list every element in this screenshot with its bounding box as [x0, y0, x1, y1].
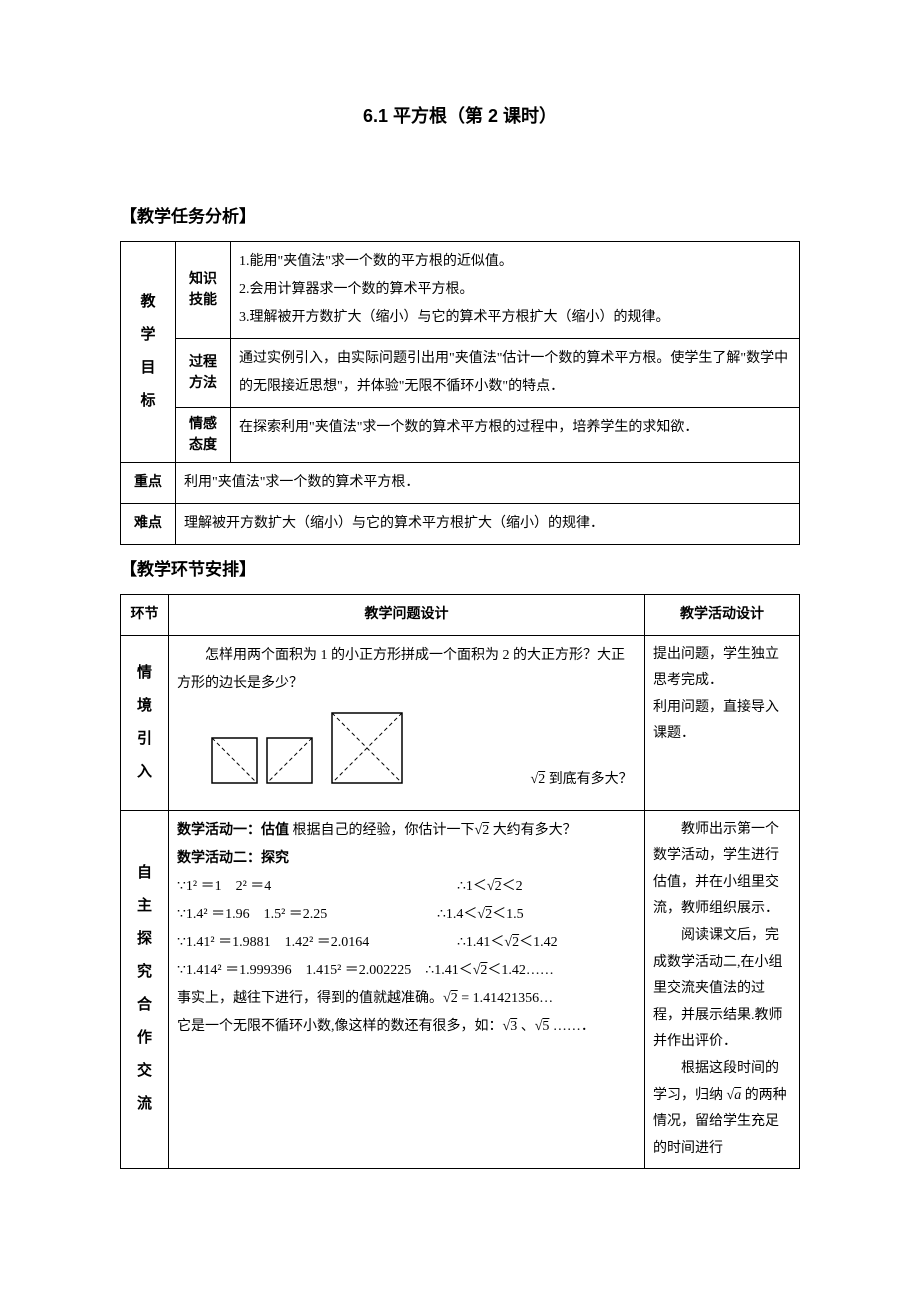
math-line-1: ∵1² ＝1 2² ＝4∴1＜√2＜2	[177, 873, 636, 901]
squares-diagram	[207, 708, 467, 788]
table-row: 重点 利用"夹值法"求一个数的算术平方根．	[121, 462, 800, 503]
page-title: 6.1 平方根（第 2 课时）	[120, 100, 800, 132]
table-row: 情感态度 在探索利用"夹值法"求一个数的算术平方根的过程中，培养学生的求知欲．	[121, 407, 800, 462]
intro-question-text: 怎样用两个面积为 1 的小正方形拼成一个面积为 2 的大正方形？大正方形的边长是…	[177, 642, 636, 698]
intro-activity-cell: 提出问题，学生独立思考完成．利用问题，直接导入课题．	[645, 635, 800, 810]
math-line-2: ∵1.4² ＝1.96 1.5² ＝2.25∴1.4＜√2＜1.5	[177, 901, 636, 929]
table-row: 教学目标 知识技能 1.能用"夹值法"求一个数的平方根的近似值。 2.会用计算器…	[121, 241, 800, 338]
math-line-3: ∵1.41² ＝1.9881 1.42² ＝2.0164∴1.41＜√2＜1.4…	[177, 929, 636, 957]
sub-label-emotion: 情感态度	[176, 407, 231, 462]
process-content: 通过实例引入，由实际问题引出用"夹值法"估计一个数的算术平方根。使学生了解"数学…	[231, 338, 800, 407]
knowledge-line-3: 3.理解被开方数扩大（缩小）与它的算术平方根扩大（缩小）的规律。	[239, 304, 791, 332]
knowledge-line-2: 2.会用计算器求一个数的算术平方根。	[239, 276, 791, 304]
col-header-activity: 教学活动设计	[645, 594, 800, 635]
fact-line-2: 它是一个无限不循环小数,像这样的数还有很多，如：√3 、√5 ……．	[177, 1013, 636, 1041]
goals-label: 教学目标	[121, 241, 176, 462]
diagram-container: √2 到底有多大？	[177, 698, 636, 804]
stage-label-explore: 自主探究合作交流	[121, 810, 169, 1169]
stage-label-intro: 情境引入	[121, 635, 169, 810]
task-analysis-table: 教学目标 知识技能 1.能用"夹值法"求一个数的平方根的近似值。 2.会用计算器…	[120, 241, 800, 545]
col-header-stage: 环节	[121, 594, 169, 635]
keypoint-label: 重点	[121, 462, 176, 503]
emotion-content: 在探索利用"夹值法"求一个数的算术平方根的过程中，培养学生的求知欲．	[231, 407, 800, 462]
knowledge-line-1: 1.能用"夹值法"求一个数的平方根的近似值。	[239, 248, 791, 276]
section-arrangement-header: 【教学环节安排】	[120, 555, 800, 586]
section-task-analysis-header: 【教学任务分析】	[120, 202, 800, 233]
keypoint-content: 利用"夹值法"求一个数的算术平方根．	[176, 462, 800, 503]
arrangement-table: 环节 教学问题设计 教学活动设计 情境引入 怎样用两个面积为 1 的小正方形拼成…	[120, 594, 800, 1170]
activity-1: 数学活动一：估值 根据自己的经验，你估计一下√2 大约有多大？	[177, 817, 636, 845]
table-row: 过程方法 通过实例引入，由实际问题引出用"夹值法"估计一个数的算术平方根。使学生…	[121, 338, 800, 407]
sub-label-process: 过程方法	[176, 338, 231, 407]
table-row: 情境引入 怎样用两个面积为 1 的小正方形拼成一个面积为 2 的大正方形？大正方…	[121, 635, 800, 810]
fact-line-1: 事实上，越往下进行，得到的值就越准确。√2 = 1.41421356…	[177, 985, 636, 1013]
math-line-4: ∵1.414² ＝1.999396 1.415² ＝2.002225 ∴1.41…	[177, 957, 636, 985]
col-header-question: 教学问题设计	[169, 594, 645, 635]
sub-label-knowledge: 知识技能	[176, 241, 231, 338]
table-row: 自主探究合作交流 数学活动一：估值 根据自己的经验，你估计一下√2 大约有多大？…	[121, 810, 800, 1169]
explore-activity-cell: 教师出示第一个数学活动，学生进行估值，并在小组里交流，教师组织展示． 阅读课文后…	[645, 810, 800, 1169]
explore-question-cell: 数学活动一：估值 根据自己的经验，你估计一下√2 大约有多大？ 数学活动二：探究…	[169, 810, 645, 1169]
difficulty-label: 难点	[121, 503, 176, 544]
table-header-row: 环节 教学问题设计 教学活动设计	[121, 594, 800, 635]
knowledge-content: 1.能用"夹值法"求一个数的平方根的近似值。 2.会用计算器求一个数的算术平方根…	[231, 241, 800, 338]
difficulty-content: 理解被开方数扩大（缩小）与它的算术平方根扩大（缩小）的规律．	[176, 503, 800, 544]
sqrt2-question: √2 到底有多大？	[531, 766, 633, 799]
activity-2-label: 数学活动二：探究	[177, 845, 636, 873]
table-row: 难点 理解被开方数扩大（缩小）与它的算术平方根扩大（缩小）的规律．	[121, 503, 800, 544]
intro-question-cell: 怎样用两个面积为 1 的小正方形拼成一个面积为 2 的大正方形？大正方形的边长是…	[169, 635, 645, 810]
